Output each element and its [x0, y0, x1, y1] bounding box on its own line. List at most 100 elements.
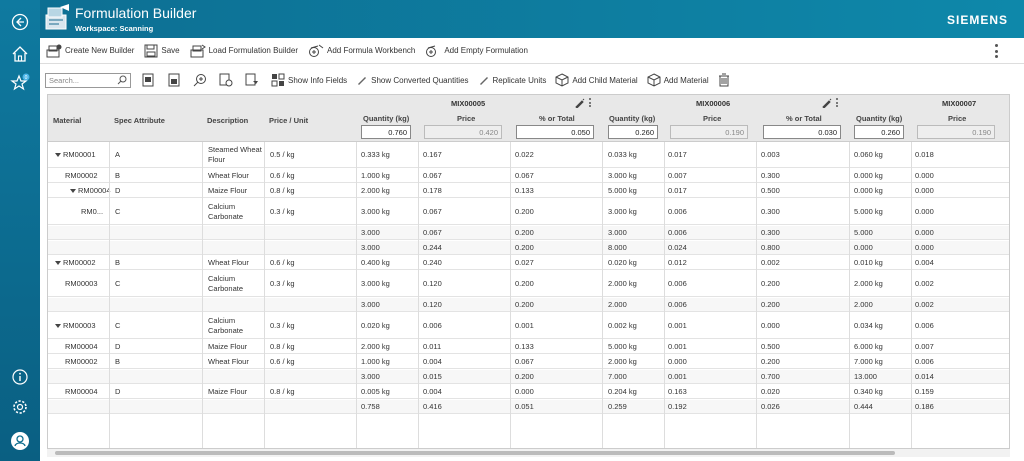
material-cell: RM00004 [65, 341, 98, 351]
expand-arrow-icon[interactable] [55, 256, 61, 269]
info-icon[interactable] [10, 367, 30, 387]
list-filter-icon[interactable] [245, 73, 262, 87]
value-cell: 0.000 [854, 242, 873, 252]
delete-icon[interactable] [718, 73, 733, 87]
price-unit-cell: 0.8 / kg [270, 386, 295, 396]
mix-quantity-input[interactable]: 0.260 [854, 125, 904, 139]
mix-quantity-input[interactable]: 0.260 [608, 125, 658, 139]
col-price-unit[interactable]: Price / Unit [269, 116, 309, 125]
value-cell: 0.200 [515, 206, 534, 216]
value-cell: 0.300 [761, 170, 780, 180]
value-cell: 0.006 [668, 206, 687, 216]
settings-icon[interactable] [10, 397, 30, 417]
table-row[interactable]: RM00003 C Calcium Carbonate 0.3 / kg 0.020 k… [48, 313, 1009, 339]
add-empty-formulation-button[interactable]: Add Empty Formulation [425, 44, 528, 58]
search-input[interactable]: Search... [45, 72, 131, 88]
mix-pct-input[interactable]: 0.030 [763, 125, 841, 139]
table-row[interactable]: 3.000 0.244 0.200 8.000 0.024 0.800 0.000 0.000 [48, 241, 1009, 255]
zoom-add-icon[interactable] [193, 73, 210, 87]
edit-pencil-icon[interactable] [822, 98, 832, 108]
table-row[interactable]: 0.758 0.416 0.051 0.259 0.192 0.026 0.444 0.186 [48, 400, 1009, 414]
value-cell: 0.700 [761, 371, 780, 381]
material-cell: RM0... [81, 206, 104, 216]
table-row[interactable]: RM00002 B Wheat Flour 0.6 / kg 1.000 kg 0.004… [48, 355, 1009, 369]
value-cell: 0.006 [915, 320, 934, 330]
add-child-material-label: Add Child Material [572, 75, 638, 85]
table-row[interactable]: RM0... C Calcium Carbonate 0.3 / kg 3.000 kg… [48, 199, 1009, 225]
mix-more-icon[interactable] [589, 98, 592, 107]
table-row[interactable]: 3.000 0.120 0.200 2.000 0.006 0.200 2.000 0.002 [48, 298, 1009, 312]
load-formulation-builder-button[interactable]: Load Formulation Builder [190, 44, 298, 58]
expand-arrow-icon[interactable] [70, 184, 76, 197]
home-icon[interactable] [10, 44, 30, 64]
grid-header: Material Spec Attribute Description Pric… [48, 95, 1009, 142]
value-cell: 0.416 [423, 401, 442, 411]
value-cell: 0.163 [668, 386, 687, 396]
mix-pct-input[interactable]: 0.050 [516, 125, 594, 139]
value-cell: 0.200 [761, 299, 780, 309]
value-cell: 5.000 kg [608, 341, 637, 351]
cube-icon [555, 73, 569, 87]
expand-arrow-icon[interactable] [55, 142, 61, 167]
table-row[interactable]: RM00004 D Maize Flour 0.8 / kg 2.000 kg 0.178… [48, 184, 1009, 198]
list-settings-icon[interactable] [219, 73, 236, 87]
favorites-icon[interactable]: 0 [10, 73, 30, 93]
table-row[interactable]: 3.000 0.015 0.200 7.000 0.001 0.700 13.000 0.01… [48, 370, 1009, 384]
table-row[interactable]: 3.000 0.067 0.200 3.000 0.006 0.300 5.000 0.000 [48, 226, 1009, 240]
cube-icon [647, 73, 661, 87]
show-converted-quantities-label: Show Converted Quantities [371, 75, 469, 85]
value-cell: 0.067 [423, 206, 442, 216]
col-spec-attribute[interactable]: Spec Attribute [114, 116, 165, 125]
more-options-icon[interactable] [994, 44, 998, 58]
expand-arrow-icon[interactable] [55, 313, 61, 338]
search-placeholder: Search... [49, 75, 80, 85]
value-cell: 0.200 [515, 371, 534, 381]
table-row[interactable]: RM00001 A Steamed Wheat Flour 0.5 / kg 0.333… [48, 142, 1009, 168]
mix-price-header: Price [948, 114, 967, 123]
add-child-material-button[interactable]: Add Child Material [555, 73, 638, 87]
col-material[interactable]: Material [53, 116, 82, 125]
spec-cell: B [115, 257, 121, 267]
value-cell: 0.034 kg [854, 320, 883, 330]
spec-cell: D [115, 341, 121, 351]
add-formula-workbench-button[interactable]: Add Formula Workbench [308, 44, 415, 58]
value-cell: 0.001 [668, 341, 687, 351]
workspace-label: Workspace: Scanning [75, 24, 154, 33]
replicate-units-label: Replicate Units [492, 75, 547, 85]
value-cell: 0.020 kg [361, 320, 390, 330]
edit-pencil-icon[interactable] [575, 98, 585, 108]
col-description[interactable]: Description [207, 116, 249, 125]
spec-cell: D [115, 185, 121, 195]
table-row[interactable]: RM00002 B Wheat Flour 0.6 / kg 0.400 kg 0.240… [48, 256, 1009, 270]
create-builder-icon [46, 44, 62, 57]
mix-quantity-input[interactable]: 0.760 [361, 125, 411, 139]
brand-logo: SIEMENS [946, 13, 1008, 27]
material-cell: RM00002 [65, 356, 98, 366]
table-row[interactable]: RM00004 D Maize Flour 0.8 / kg 0.005 kg 0.004… [48, 385, 1009, 399]
value-cell: 0.001 [668, 320, 687, 330]
export-icon-1[interactable] [141, 73, 158, 87]
add-formula-workbench-label: Add Formula Workbench [327, 46, 416, 55]
horizontal-scrollbar[interactable] [47, 449, 1010, 457]
table-row[interactable]: RM00004 D Maize Flour 0.8 / kg 2.000 kg 0.011… [48, 340, 1009, 354]
back-icon[interactable] [10, 12, 30, 32]
value-cell: 0.000 [915, 185, 934, 195]
table-row[interactable]: RM00003 C Calcium Carbonate 0.3 / kg 3.000 k… [48, 271, 1009, 297]
replicate-units-button[interactable]: Replicate Units [478, 74, 547, 86]
material-cell: RM00003 [63, 320, 96, 330]
show-info-fields-button[interactable]: Show Info Fields [271, 73, 347, 87]
mix-price-input: 0.190 [917, 125, 995, 139]
create-new-builder-button[interactable]: Create New Builder [46, 44, 134, 58]
mix-more-icon[interactable] [836, 98, 839, 107]
show-converted-quantities-button[interactable]: Show Converted Quantities [356, 74, 469, 86]
value-cell: 5.000 kg [608, 185, 637, 195]
app-header: Formulation Builder Workspace: Scanning … [40, 0, 1024, 38]
table-row[interactable]: RM00002 B Wheat Flour 0.6 / kg 1.000 kg 0.067… [48, 169, 1009, 183]
user-icon[interactable] [10, 431, 30, 451]
spec-cell: C [115, 206, 121, 216]
export-icon-2[interactable] [167, 73, 184, 87]
add-material-button[interactable]: Add Material [647, 73, 709, 87]
description-cell: Calcium Carbonate [208, 201, 244, 221]
save-button[interactable]: Save [144, 44, 180, 58]
value-cell: 0.005 kg [361, 386, 390, 396]
